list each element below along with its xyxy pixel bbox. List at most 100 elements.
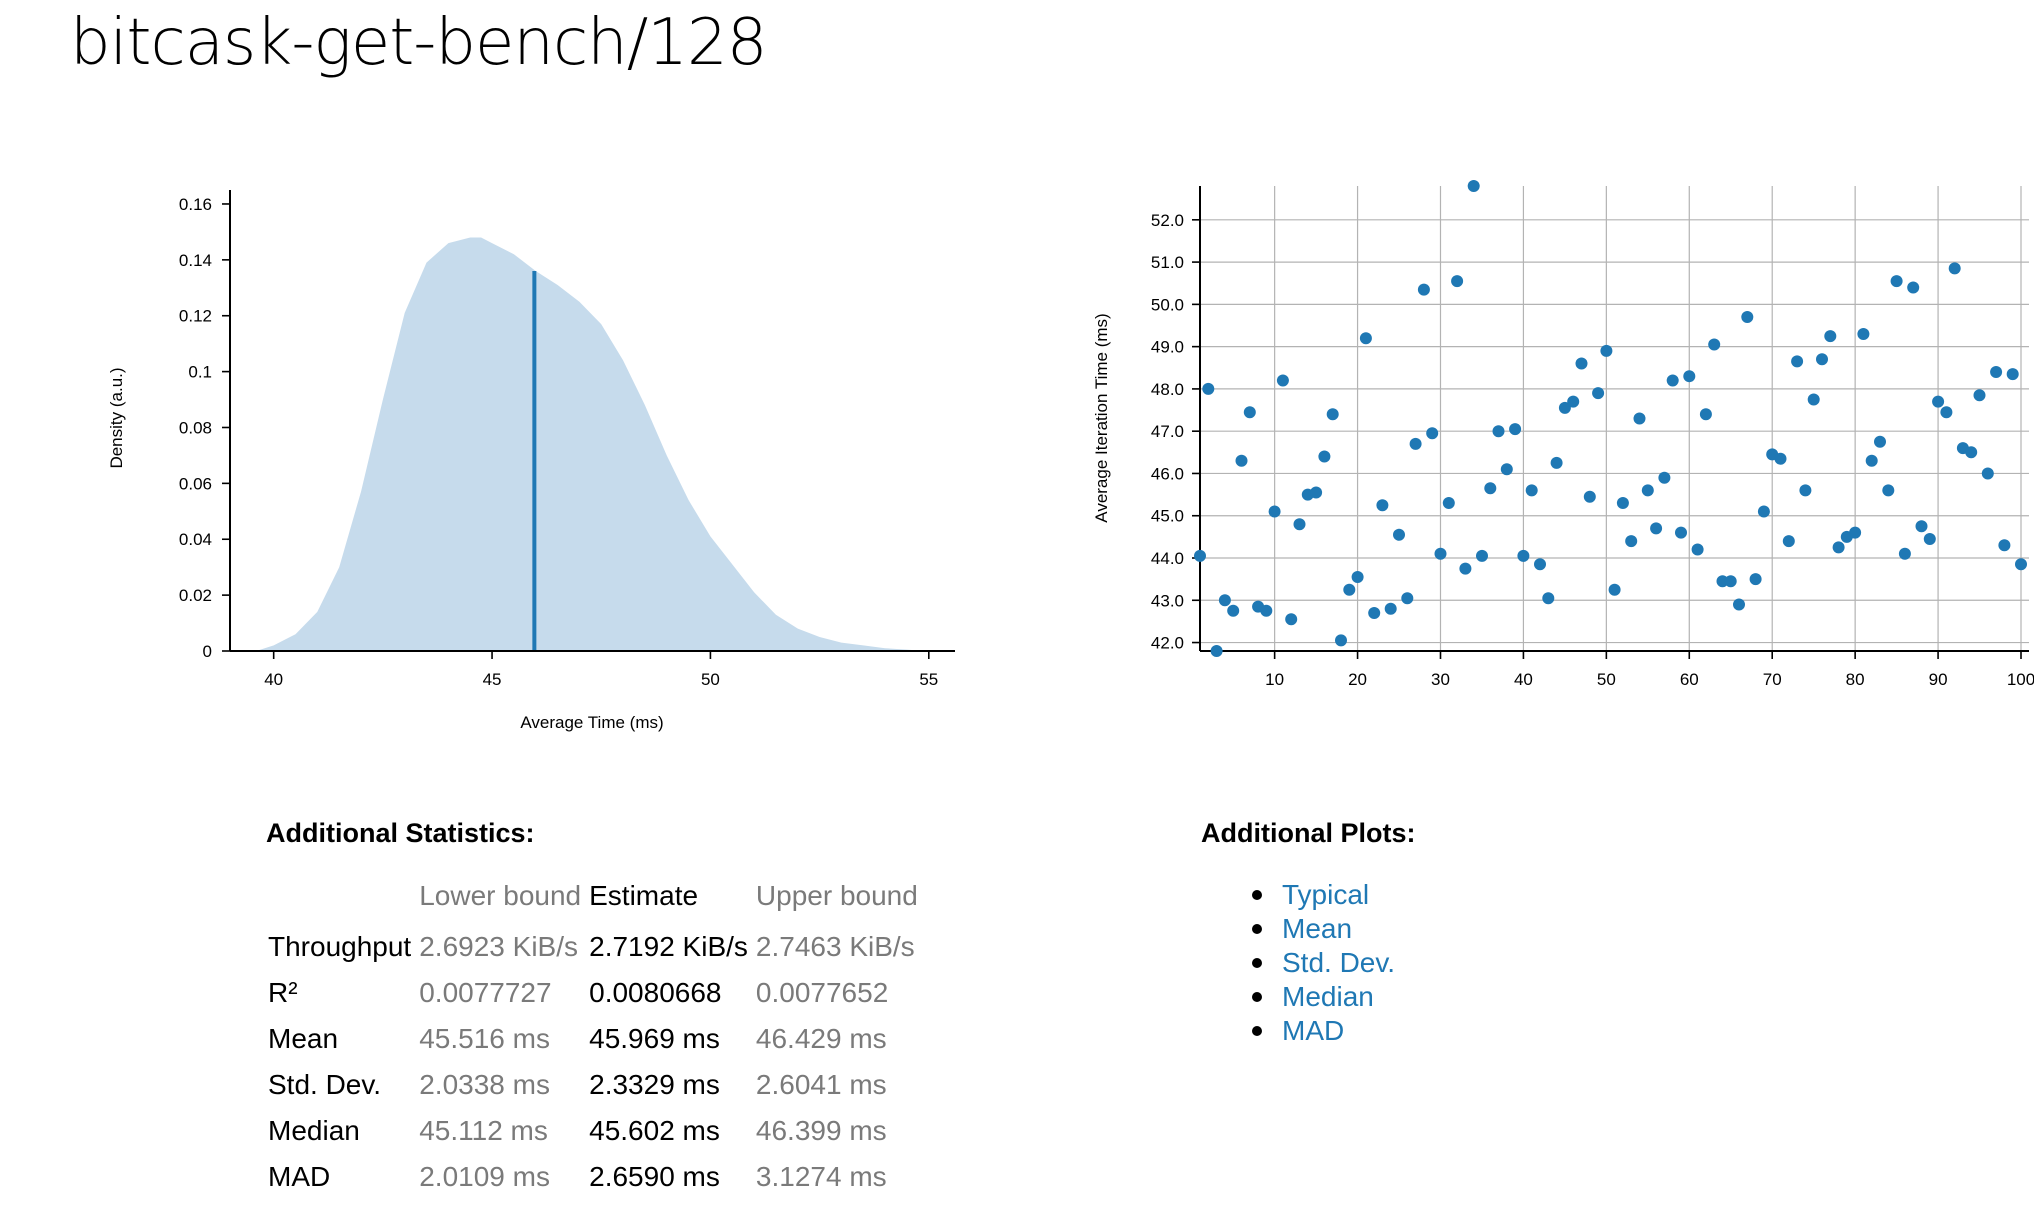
scatter-grid xyxy=(1200,186,2029,651)
sample-point xyxy=(1849,526,1862,539)
lower-bound-value: 2.0338 ms xyxy=(419,1069,550,1100)
sample-point xyxy=(1633,412,1646,425)
y-tick-label: 0.1 xyxy=(188,363,212,382)
x-tick-label: 20 xyxy=(1348,670,1367,689)
y-tick-label: 0.16 xyxy=(179,195,212,214)
sample-point xyxy=(2015,558,2027,571)
sample-point xyxy=(1426,427,1439,440)
table-row: R² 0.0077727 0.0080668 0.0077652 xyxy=(264,970,922,1016)
sample-point xyxy=(1459,562,1472,575)
x-tick-label: 55 xyxy=(919,670,938,689)
lower-bound-value: 2.6923 KiB/s xyxy=(419,931,578,962)
density-area-group xyxy=(256,237,925,651)
sample-point xyxy=(1782,535,1795,548)
sample-point xyxy=(1608,583,1621,596)
x-tick-label: 60 xyxy=(1680,670,1699,689)
sample-point xyxy=(1351,571,1364,583)
table-row: MAD 2.0109 ms 2.6590 ms 3.1274 ms xyxy=(264,1154,922,1200)
y-tick-label: 48.0 xyxy=(1151,380,1184,399)
sample-point xyxy=(1285,613,1298,626)
upper-bound-value: 2.7463 KiB/s xyxy=(755,931,915,962)
sample-point xyxy=(1235,454,1248,467)
sample-point xyxy=(1409,437,1422,450)
sample-point xyxy=(1666,374,1679,387)
additional-statistics-title: Additional Statistics: xyxy=(266,818,535,848)
sample-point xyxy=(1542,592,1555,605)
sample-point xyxy=(1476,549,1488,562)
sample-point xyxy=(1293,518,1306,531)
sample-point xyxy=(1741,311,1754,323)
x-tick-label: 45 xyxy=(483,670,502,689)
scatter-points xyxy=(1194,180,2027,657)
sample-point xyxy=(1393,528,1405,541)
row-label: Throughput xyxy=(268,931,412,962)
list-item: MAD xyxy=(1250,1014,1395,1048)
mad-plot-link[interactable]: MAD xyxy=(1282,1015,1345,1046)
sample-point xyxy=(1940,406,1953,419)
sample-point xyxy=(1268,505,1281,518)
additional-plots-list: Typical Mean Std. Dev. Median MAD xyxy=(1250,878,1395,1048)
sample-point xyxy=(1318,450,1331,463)
sample-point xyxy=(1500,463,1513,476)
y-tick-label: 52.0 xyxy=(1151,211,1184,230)
scatter-axes: 10 20 30 40 50 60 70 80 90 100 42.0 43.0 44.0 45.0 46.… xyxy=(1151,186,2034,689)
x-tick-label: 80 xyxy=(1846,670,1865,689)
sample-point xyxy=(1310,486,1323,499)
x-tick-label: 40 xyxy=(264,670,283,689)
y-tick-label: 47.0 xyxy=(1151,422,1184,441)
sample-point xyxy=(1948,262,1961,275)
estimate-value: 0.0080668 xyxy=(589,977,722,1008)
typical-plot-link[interactable]: Typical xyxy=(1282,879,1370,910)
sample-point xyxy=(1791,355,1804,368)
sample-point xyxy=(1525,484,1538,497)
scatter-y-axis-label: Average Iteration Time (ms) xyxy=(1092,313,1111,522)
list-item: Mean xyxy=(1250,912,1395,946)
estimate-value: 2.6590 ms xyxy=(589,1161,720,1192)
sample-point xyxy=(1194,549,1206,562)
sample-point xyxy=(1492,425,1505,438)
sample-point xyxy=(1517,549,1530,562)
estimate-value: 45.969 ms xyxy=(589,1023,720,1054)
statistics-header-row: Lower bound Estimate Upper bound xyxy=(264,880,922,924)
sample-point xyxy=(1227,604,1240,617)
sample-point xyxy=(1210,645,1223,657)
lower-bound-value: 45.516 ms xyxy=(419,1023,550,1054)
page-title: bitcask-get-bench/128 xyxy=(70,6,767,80)
sample-point xyxy=(1658,471,1671,484)
sample-point xyxy=(1824,330,1837,343)
sample-point xyxy=(1625,535,1638,548)
sample-point xyxy=(1567,395,1580,408)
mean-plot-link[interactable]: Mean xyxy=(1282,913,1353,944)
sample-point xyxy=(2006,368,2019,381)
upper-bound-value: 46.399 ms xyxy=(755,1115,887,1146)
sample-point xyxy=(1484,482,1497,495)
sample-point xyxy=(1990,366,2003,378)
sample-point xyxy=(1915,520,1928,533)
sample-point xyxy=(1451,275,1464,288)
y-tick-label: 45.0 xyxy=(1151,507,1184,526)
upper-bound-value: 3.1274 ms xyxy=(755,1161,887,1192)
sample-point xyxy=(1641,484,1654,497)
sample-point xyxy=(1965,446,1978,459)
y-tick-label: 0 xyxy=(203,642,212,661)
sample-point xyxy=(1757,505,1770,518)
sample-point xyxy=(1699,408,1712,421)
header-empty xyxy=(264,880,415,924)
median-plot-link[interactable]: Median xyxy=(1282,981,1374,1012)
sample-point xyxy=(1417,283,1430,296)
row-label: MAD xyxy=(268,1161,331,1192)
sample-point xyxy=(1592,387,1605,400)
lower-bound-value: 2.0109 ms xyxy=(419,1161,550,1192)
sample-point xyxy=(1368,607,1381,619)
sample-point xyxy=(1260,604,1273,617)
sample-point xyxy=(1243,406,1256,419)
estimate-value: 45.602 ms xyxy=(589,1115,720,1146)
y-tick-label: 0.04 xyxy=(179,530,212,549)
sample-point xyxy=(1683,370,1696,383)
sample-point xyxy=(1898,547,1911,560)
sample-point xyxy=(1932,395,1945,408)
std-dev-plot-link[interactable]: Std. Dev. xyxy=(1282,947,1396,978)
sample-point xyxy=(1724,575,1737,588)
header-estimate: Estimate xyxy=(589,880,699,911)
row-label: Median xyxy=(268,1115,360,1146)
